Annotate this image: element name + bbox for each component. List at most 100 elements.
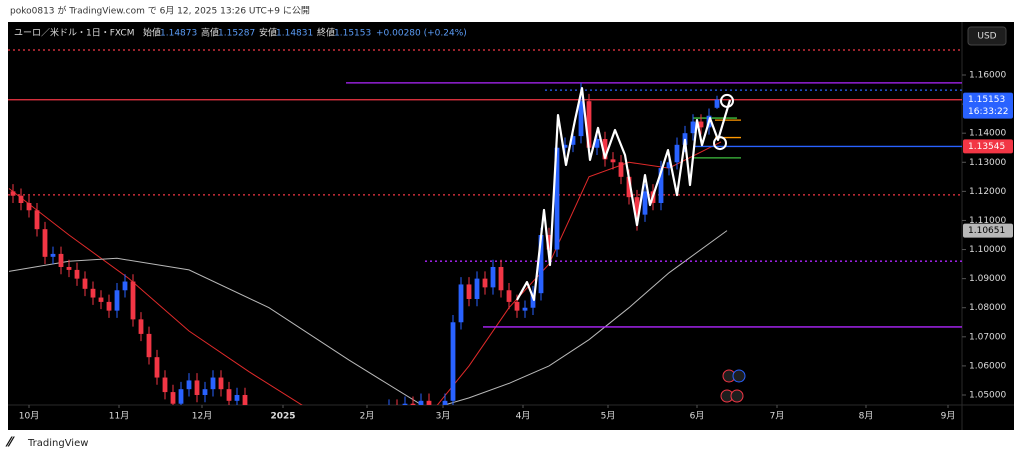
candle-body [674,144,680,163]
candle-body [458,284,464,323]
y-tick-label: 1.06000 [969,361,1006,371]
x-tick-label: 8月 [859,411,874,422]
x-tick-label: 10月 [19,411,39,422]
candle-body [562,144,568,148]
price-label-box [963,139,1013,154]
candle-body [634,197,640,215]
candle-body [74,269,80,279]
candle-body [498,266,504,291]
candle-body [106,301,112,311]
x-tick-label: 2025 [270,412,295,422]
candle-body [42,229,48,257]
candle-body [698,121,704,128]
candle-body [570,136,576,145]
candle-body [146,333,152,358]
event-icons [720,369,746,403]
candle-body [18,195,24,203]
y-tick-label: 1.08000 [969,303,1006,313]
candle-body [450,322,456,401]
candle-body [218,377,224,390]
candle-body [202,389,208,395]
currency-button[interactable] [967,26,1007,46]
candle-body [410,403,416,405]
candle-body [546,234,552,250]
ohlc-info: 高値 [201,27,219,39]
ohlc-info: 1.14831 [276,29,313,39]
logo-mark: ⁄⁄ [5,436,15,451]
y-tick-label: 1.09000 [969,274,1006,284]
candle-body [426,400,432,405]
candle-body [442,400,448,405]
x-tick-label: 11月 [109,411,129,422]
plot [8,49,962,405]
y-tick-label: 1.13000 [969,158,1006,168]
x-tick-label: 7月 [770,411,785,422]
price-label-box [963,92,1013,119]
footer-brand: TradingView [27,438,88,449]
x-tick-label: 5月 [601,411,616,422]
candle-body [98,297,104,302]
candle-body [10,191,16,196]
candle-body [194,380,200,395]
y-tick-label: 1.11000 [969,216,1006,226]
zigzag-drawing [516,87,732,301]
y-tick-label: 1.07000 [969,332,1006,342]
ohlc-info: +0.00280 (+0.24%) [376,29,467,39]
x-tick-label: 9月 [941,411,956,422]
axes: 1.05000 1.06000 1.07000 1.08000 1.09000 1.100… [19,71,1013,422]
x-tick-label: 2月 [360,411,375,422]
candle-body [82,278,88,289]
moving-average [8,141,722,405]
candle-body [226,389,232,401]
candle-body [418,400,424,405]
candle-body [58,253,64,267]
candle-body [586,101,592,148]
ohlc-info: 始値 [143,27,161,39]
candle-body [578,101,584,137]
y-tick-label: 1.05000 [969,390,1006,400]
candle-body [530,293,536,308]
x-tick-label: 6月 [690,411,705,422]
candle-body [402,403,408,405]
candle-body [234,394,240,401]
candle-body [466,284,472,299]
ohlc-info: 1.15153 [334,29,371,39]
circle-marker [720,93,734,108]
candle-body [242,394,248,405]
y-tick-label: 1.14000 [969,129,1006,139]
published-note: poko0813 が TradingView.com で 6月 12, 2025… [10,5,310,17]
candle-body [554,147,560,250]
x-tick-label: 4月 [516,411,531,422]
event-icon[interactable] [732,369,746,383]
circle-marker [713,136,727,151]
moving-average [8,230,728,405]
candle-body [626,176,632,198]
ohlc-info: 1.14873 [160,29,197,39]
ohlc-info: 1.15287 [218,29,255,39]
candle-body [186,380,192,390]
candle-body [178,389,184,404]
candle-body [602,139,608,160]
candle-body [658,168,664,203]
candle-body [210,377,216,390]
currency-label: USD [977,32,996,42]
candle-body [514,301,520,311]
candle-body [50,253,56,257]
candle-body [522,307,528,311]
candle-body [114,290,120,311]
y-tick-label: 1.10000 [969,245,1006,255]
ohlc-info: ユーロ／米ドル・1日・FXCM [14,27,134,39]
candle-body [130,281,136,320]
candle-body [610,159,616,163]
candle-body [26,202,32,211]
candle-body [66,266,72,270]
countdown: 16:33:22 [968,107,1008,117]
ohlc-info: 安値 [259,27,277,39]
event-icon[interactable] [730,389,744,403]
candle-body [122,281,128,291]
candle-body [506,290,512,302]
candle-body [34,210,40,230]
candle-body [666,162,672,169]
